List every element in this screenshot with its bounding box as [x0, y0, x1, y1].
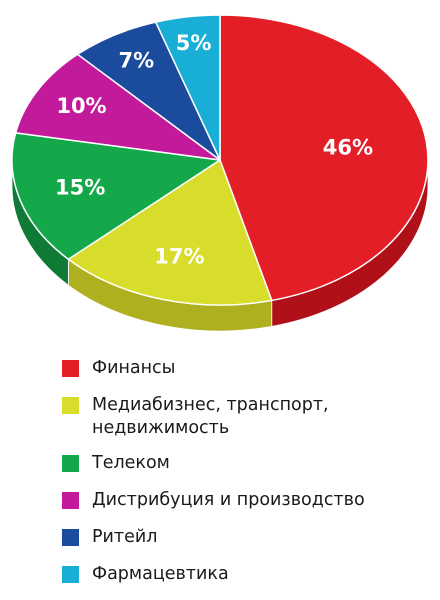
legend-label-4: Дистрибуция и производство: [92, 490, 365, 510]
legend-label-1: Финансы: [92, 358, 176, 378]
legend-swatch-2: [62, 397, 79, 414]
pie-label-1: 46%: [323, 136, 373, 160]
pie-slices: [11, 14, 429, 306]
pie-slice-1: [219, 14, 429, 302]
pie-slice-4: [14, 53, 221, 161]
legend-item-3: Телеком: [62, 452, 432, 475]
legend-label-2-line-2: недвижимость: [92, 418, 230, 438]
legend-swatch-6: [62, 566, 79, 583]
legend-label-2-line-1: Медиабизнес, транспорт,: [92, 395, 329, 415]
legend-item-6: Фармацевтика: [62, 563, 432, 586]
legend-label-6: Фармацевтика: [92, 564, 229, 584]
legend-swatch-3: [62, 455, 79, 472]
pie-label-3: 15%: [55, 175, 105, 199]
pie-slice-2: [67, 159, 273, 306]
legend-item-4: Дистрибуция и производство: [62, 489, 432, 512]
pie-slice-3: [11, 132, 221, 261]
pie-label-6: 5%: [176, 31, 212, 55]
pie-slice-6: [154, 14, 221, 161]
legend-swatch-4: [62, 492, 79, 509]
pie-labels: 46% 17% 15% 10% 7% 5%: [55, 31, 373, 268]
legend-label-3: Телеком: [92, 453, 170, 473]
pie-chart: 46% 17% 15% 10% 7% 5%: [11, 14, 429, 332]
legend-item-5: Ритейл: [62, 526, 432, 549]
legend: Финансы Медиабизнес, транспорт, недвижимос…: [62, 357, 432, 600]
pie-label-4: 10%: [56, 94, 106, 118]
legend-swatch-1: [62, 360, 79, 377]
legend-item-2: Медиабизнес, транспорт, недвижимость: [62, 394, 432, 440]
legend-item-1: Финансы: [62, 357, 432, 380]
pie-label-2: 17%: [154, 244, 204, 268]
legend-label-5: Ритейл: [92, 527, 158, 547]
legend-swatch-5: [62, 529, 79, 546]
pie-label-5: 7%: [119, 48, 155, 72]
